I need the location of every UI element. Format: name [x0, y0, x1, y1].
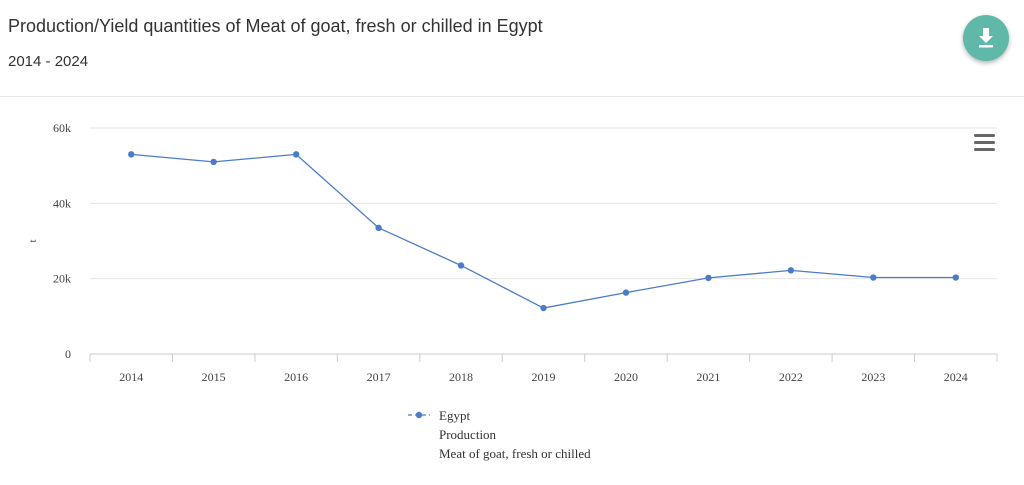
y-axis-title: t — [27, 239, 39, 242]
data-point[interactable] — [128, 151, 135, 158]
y-tick-label: 0 — [65, 347, 71, 361]
x-tick-label: 2016 — [284, 370, 308, 384]
series-layer — [128, 151, 959, 312]
data-point[interactable] — [292, 151, 300, 158]
data-point[interactable] — [540, 304, 547, 312]
chart-header: Production/Yield quantities of Meat of g… — [0, 0, 1024, 97]
legend-marker — [415, 411, 423, 419]
legend-label: Egypt — [439, 408, 470, 423]
download-icon — [979, 28, 993, 48]
x-tick-label: 2015 — [202, 370, 226, 384]
data-point[interactable] — [210, 158, 217, 166]
x-tick-label: 2014 — [119, 370, 143, 384]
y-tick-label: 60k — [53, 121, 71, 135]
gridlines — [90, 127, 997, 280]
hamburger-menu-icon[interactable] — [974, 134, 995, 151]
x-tick-label: 2023 — [861, 370, 885, 384]
x-tick-label: 2017 — [367, 370, 391, 384]
chart-title: Production/Yield quantities of Meat of g… — [8, 16, 543, 36]
axes: 0 20k 40k 60k 2014 2015 2016 2017 2018 2019 2020 20… — [53, 121, 998, 384]
x-tick-label: 2022 — [779, 370, 803, 384]
data-point[interactable] — [705, 274, 712, 282]
chart-subtitle: 2014 - 2024 — [8, 53, 89, 70]
data-point[interactable] — [952, 274, 959, 281]
data-point[interactable] — [787, 267, 795, 274]
y-tick-label: 20k — [53, 272, 71, 286]
series-line — [131, 153, 956, 309]
data-point[interactable] — [870, 274, 877, 281]
data-point[interactable] — [457, 262, 465, 269]
line-chart: 0 20k 40k 60k 2014 2015 2016 2017 2018 2019 2020 20… — [27, 121, 998, 461]
data-point[interactable] — [622, 289, 630, 296]
x-tick-label: 2020 — [614, 370, 638, 384]
x-tick-label: 2024 — [944, 370, 968, 384]
legend-label: Meat of goat, fresh or chilled — [439, 446, 591, 461]
download-button[interactable] — [963, 15, 1009, 61]
x-tick-label: 2019 — [532, 370, 556, 384]
data-point[interactable] — [375, 224, 382, 232]
legend[interactable]: Egypt Production Meat of goat, fresh or ch… — [408, 408, 591, 461]
x-tick-label: 2018 — [449, 370, 473, 384]
x-tick-label: 2021 — [696, 370, 720, 384]
legend-label: Production — [439, 427, 497, 442]
y-tick-label: 40k — [53, 196, 71, 210]
